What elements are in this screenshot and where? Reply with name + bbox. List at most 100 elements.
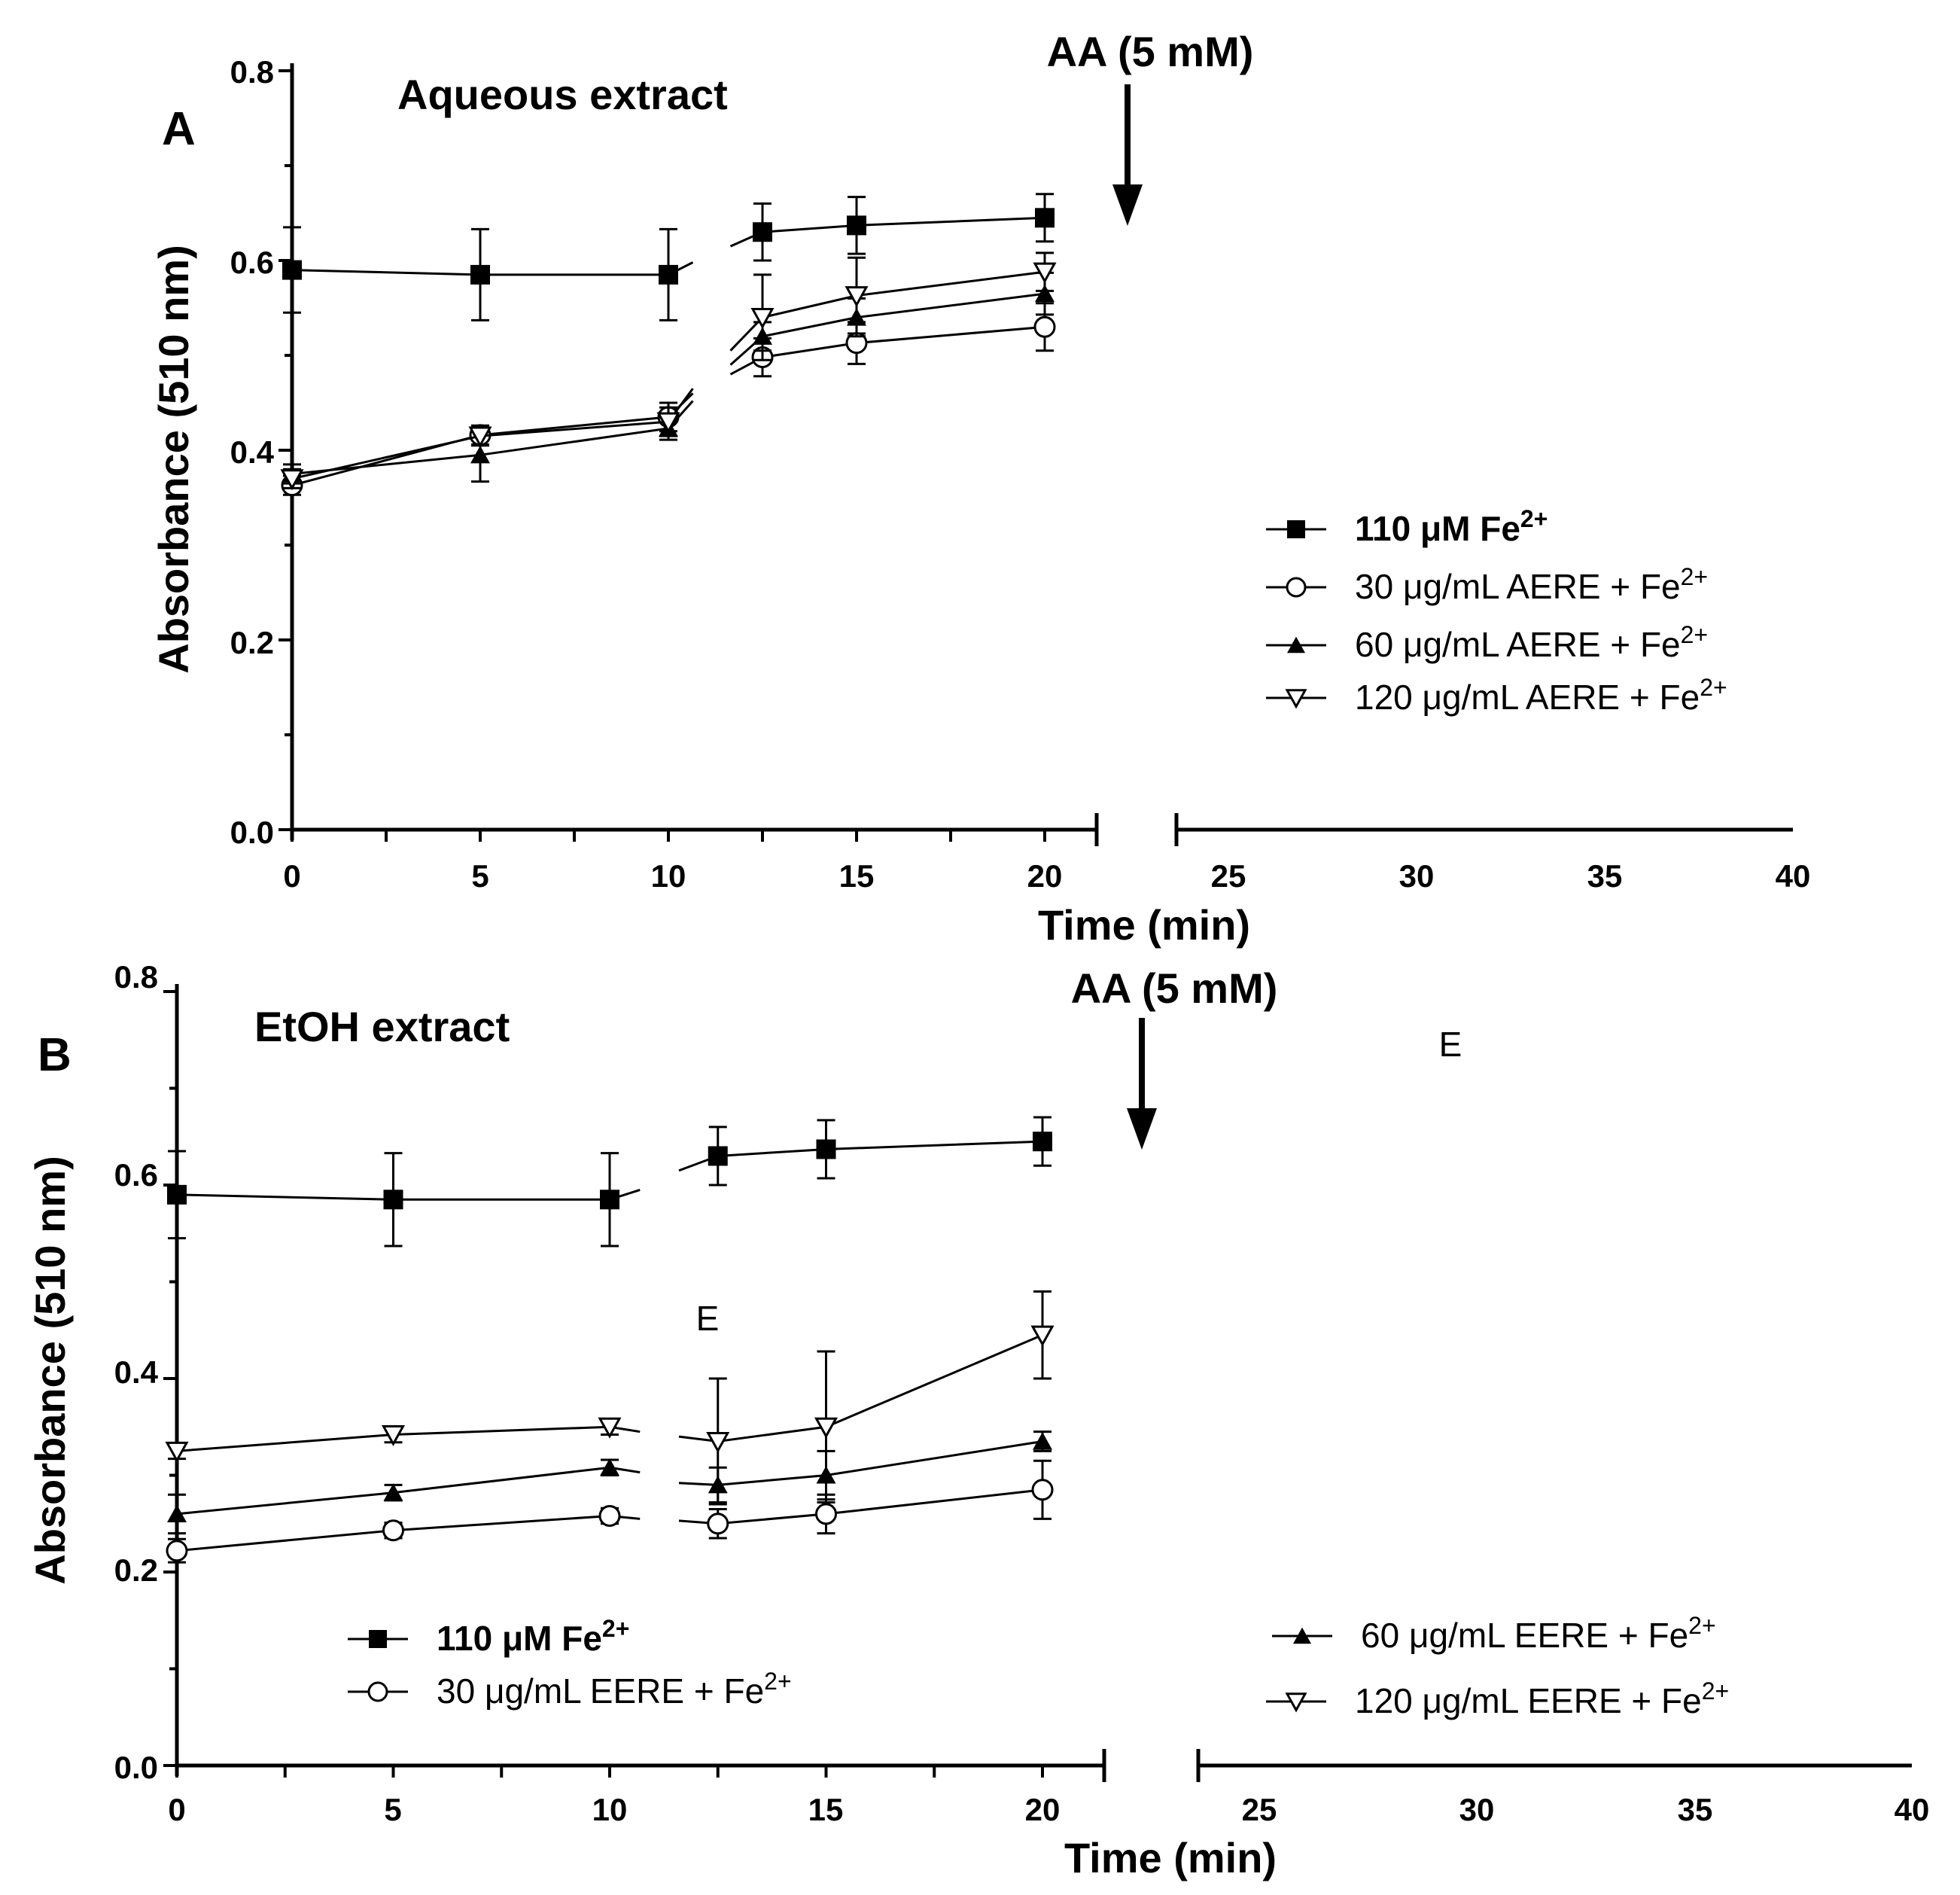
data-point <box>847 215 866 236</box>
data-point <box>165 1441 189 1463</box>
axes <box>278 63 1793 846</box>
panel-b-y-tick: 0.0 <box>114 1750 158 1785</box>
data-point <box>470 264 490 285</box>
panel-b-x-tick-labels: 0 5 10 15 20 25 30 35 40 <box>168 1792 1929 1827</box>
series-line-right <box>678 1333 1043 1443</box>
panel-a-y-tick: 0.8 <box>230 54 274 90</box>
data-point <box>1033 1432 1052 1450</box>
panel-b-x-tick: 10 <box>592 1792 628 1827</box>
panel-b-x-tick: 35 <box>1678 1792 1713 1827</box>
series-circle-open <box>281 302 1056 497</box>
data-point <box>598 1504 621 1527</box>
panel-a-x-tick-labels: 0 5 10 15 20 25 30 35 40 <box>283 858 1810 894</box>
panel-b-y-tick: 0.2 <box>114 1552 158 1588</box>
panel-b-y-tick: 0.4 <box>114 1354 159 1390</box>
panel-b-x-tick: 25 <box>1242 1792 1277 1827</box>
series-line-right <box>729 216 1045 248</box>
data-point <box>816 1139 836 1159</box>
series-line-left <box>176 1425 641 1452</box>
series-line-right <box>729 325 1045 376</box>
series-line-left <box>291 261 694 276</box>
legend-marker <box>1293 1627 1311 1644</box>
series-line-left <box>291 388 694 480</box>
data-point <box>167 1504 187 1522</box>
data-point <box>708 1146 728 1166</box>
panel-b-annotation: AA (5 mM) <box>1071 964 1278 1012</box>
series-line-left <box>176 1466 641 1516</box>
legend-label: 60 μg/mL AERE + Fe2+ <box>1355 621 1708 664</box>
data-point <box>1031 1479 1054 1501</box>
legend-marker <box>369 1630 387 1648</box>
series-line-left <box>176 1514 641 1552</box>
panel-a-x-tick: 25 <box>1211 858 1246 894</box>
panel-b-title: EtOH extract <box>254 1003 510 1050</box>
data-point <box>600 1190 619 1210</box>
data-point <box>468 426 492 448</box>
axes <box>163 984 1912 1782</box>
panel-a-x-tick: 20 <box>1027 858 1063 894</box>
panel-b-x-tick: 40 <box>1895 1792 1930 1827</box>
panel-b-x-tick: 20 <box>1025 1792 1061 1827</box>
series-triangle-down-open <box>280 251 1057 491</box>
data-point <box>383 1190 403 1210</box>
data-point <box>382 1519 404 1542</box>
panel-b-ylabel: Absorbance (510 nm) <box>26 1156 74 1585</box>
data-point <box>282 260 302 280</box>
panel-b-x-tick: 5 <box>384 1792 401 1827</box>
legend-marker <box>1287 636 1305 654</box>
series-line-right <box>729 292 1045 366</box>
data-point <box>707 1513 729 1535</box>
panel-a-legend: 110 μM Fe2+ 30 μg/mL AERE + Fe2+ 60 μg/m… <box>1355 505 1727 717</box>
data-point <box>383 1483 403 1501</box>
panel-b-y-tick-labels: 0.0 0.2 0.4 0.6 0.8 <box>114 959 159 1785</box>
data-point <box>1035 208 1055 228</box>
panel-a-x-tick: 10 <box>651 858 686 894</box>
data-point <box>814 1417 838 1439</box>
panel-b-legend: 110 μM Fe2+ 30 μg/mL EERE + Fe2+ 60 μg/m… <box>437 1612 1729 1720</box>
data-point <box>381 1424 406 1446</box>
panel-b-y-tick: 0.8 <box>114 959 158 995</box>
series-line-left <box>291 392 694 487</box>
panel-a-x-tick: 0 <box>283 858 300 894</box>
panel-b-y-tick: 0.6 <box>114 1157 158 1193</box>
panel-a-y-tick: 0.2 <box>230 625 274 660</box>
series-line-left <box>291 400 694 475</box>
series-triangle-down-open <box>165 1290 1055 1506</box>
data-point <box>280 469 304 491</box>
series-line-right <box>678 1140 1043 1172</box>
panel-b-extra-text: E <box>696 1299 720 1338</box>
data-point <box>600 1458 619 1476</box>
panel-a-y-tick: 0.4 <box>230 434 275 470</box>
data-point <box>656 412 680 434</box>
legend-label: 30 μg/mL EERE + Fe2+ <box>437 1668 792 1711</box>
panel-b-x-tick: 30 <box>1459 1792 1495 1827</box>
panel-b-arrow <box>1127 1018 1157 1150</box>
legend-marker <box>1287 520 1305 538</box>
panel-a-x-tick: 5 <box>471 858 488 894</box>
panel-b-xlabel: Time (min) <box>1064 1834 1277 1881</box>
legend-label: 30 μg/mL AERE + Fe2+ <box>1355 563 1708 606</box>
panel-a-y-tick: 0.6 <box>230 245 274 280</box>
data-point <box>1033 315 1056 338</box>
data-point <box>1030 1325 1055 1347</box>
panel-a-arrow <box>1112 84 1143 226</box>
data-point <box>706 1431 730 1453</box>
series-triangle-up <box>167 1430 1052 1535</box>
legend-label: 60 μg/mL EERE + Fe2+ <box>1361 1612 1716 1655</box>
panel-b-extra-text: E <box>1439 1025 1462 1064</box>
data-point <box>815 1503 837 1525</box>
data-point <box>598 1417 622 1439</box>
legend-label: 120 μg/mL EERE + Fe2+ <box>1355 1677 1729 1720</box>
data-point <box>470 445 490 464</box>
panel-a-letter: A <box>162 103 196 155</box>
series-line-right <box>678 1440 1043 1486</box>
data-point <box>750 308 775 330</box>
data-point <box>1035 284 1055 303</box>
panel-a-ylabel: Absorbance (510 nm) <box>150 245 197 674</box>
legend-marker <box>1285 1692 1307 1713</box>
legend-label: 120 μg/mL AERE + Fe2+ <box>1355 674 1727 717</box>
series-line-right <box>678 1488 1043 1525</box>
panel-b-letter: B <box>38 1029 72 1081</box>
data-point <box>1033 1132 1052 1152</box>
